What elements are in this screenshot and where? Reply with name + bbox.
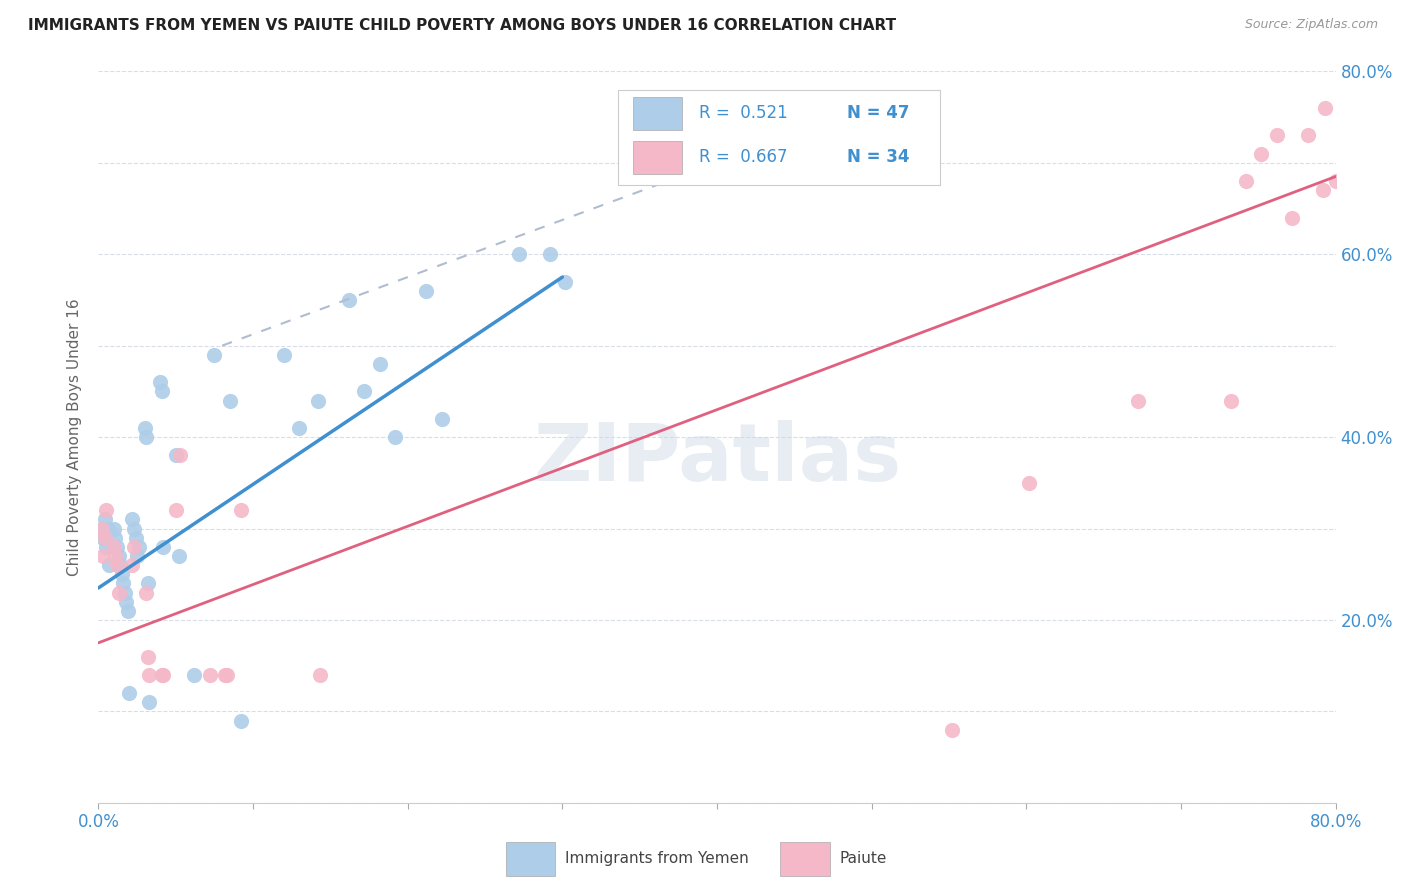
Point (167, 549, 190, 563)
Point (138, 695, 160, 709)
Point (273, 348, 295, 362)
Point (104, 549, 127, 563)
Point (103, 521, 125, 535)
Point (307, 393, 329, 408)
Text: N = 47: N = 47 (846, 104, 910, 122)
Point (108, 558, 131, 573)
Point (105, 558, 128, 573)
Point (229, 503, 252, 517)
Point (135, 585, 157, 599)
Point (169, 449, 191, 463)
Point (107, 585, 129, 599)
Point (368, 357, 391, 371)
Point (124, 531, 146, 545)
Point (1234, 174, 1257, 188)
Point (215, 667, 238, 681)
Text: Paiute: Paiute (839, 852, 887, 866)
Point (105, 540, 128, 554)
Point (114, 585, 136, 599)
Point (107, 549, 129, 563)
Point (288, 421, 311, 435)
Point (214, 667, 236, 681)
Text: R =  0.521: R = 0.521 (699, 104, 787, 122)
Point (508, 247, 530, 261)
Text: IMMIGRANTS FROM YEMEN VS PAIUTE CHILD POVERTY AMONG BOYS UNDER 16 CORRELATION CH: IMMIGRANTS FROM YEMEN VS PAIUTE CHILD PO… (28, 18, 896, 33)
Point (150, 667, 173, 681)
Point (1265, 128, 1288, 143)
Point (91, 531, 114, 545)
FancyBboxPatch shape (633, 141, 682, 174)
Point (415, 284, 437, 298)
Point (91, 549, 114, 563)
Point (384, 430, 406, 444)
Point (96, 503, 118, 517)
Point (538, 247, 561, 261)
Point (1126, 393, 1149, 408)
Point (150, 384, 173, 399)
FancyBboxPatch shape (619, 90, 939, 185)
Point (941, 723, 963, 737)
Point (430, 412, 453, 426)
Point (165, 449, 187, 463)
Point (138, 667, 160, 681)
Point (96, 540, 118, 554)
Point (135, 430, 157, 444)
Text: Source: ZipAtlas.com: Source: ZipAtlas.com (1244, 18, 1378, 31)
Text: ZIPatlas: ZIPatlas (533, 420, 901, 498)
Point (308, 667, 330, 681)
Point (112, 576, 135, 591)
Point (1312, 183, 1334, 197)
Point (152, 540, 174, 554)
Text: R =  0.667: R = 0.667 (699, 148, 787, 166)
Point (104, 531, 127, 545)
Point (97, 521, 120, 535)
Point (165, 503, 187, 517)
Point (134, 421, 156, 435)
Point (204, 348, 226, 362)
Point (98, 558, 121, 573)
Point (115, 594, 138, 608)
Point (136, 576, 159, 591)
Point (90, 521, 112, 535)
Point (127, 549, 149, 563)
Point (1219, 393, 1241, 408)
Point (554, 275, 576, 289)
Y-axis label: Child Poverty Among Boys Under 16: Child Poverty Among Boys Under 16 (67, 298, 83, 576)
Point (1313, 101, 1336, 115)
Point (149, 376, 172, 390)
Point (118, 686, 141, 700)
Point (1296, 128, 1319, 143)
Point (122, 540, 145, 554)
Point (117, 604, 139, 618)
Point (136, 649, 159, 664)
Point (1281, 211, 1303, 225)
Point (1250, 146, 1272, 161)
Text: Immigrants from Yemen: Immigrants from Yemen (565, 852, 749, 866)
Point (219, 393, 242, 408)
Point (229, 714, 252, 728)
Text: N = 34: N = 34 (846, 148, 910, 166)
Point (121, 512, 143, 526)
Point (183, 667, 205, 681)
Point (337, 293, 360, 307)
Point (103, 540, 125, 554)
Point (198, 667, 221, 681)
Point (1324, 174, 1347, 188)
FancyBboxPatch shape (633, 97, 682, 130)
Point (93, 531, 115, 545)
Point (152, 667, 174, 681)
Point (122, 521, 145, 535)
Point (1018, 475, 1040, 490)
Point (353, 384, 375, 399)
Point (90, 521, 112, 535)
Point (128, 540, 150, 554)
Point (93, 512, 115, 526)
Point (121, 558, 143, 573)
Point (111, 567, 134, 582)
